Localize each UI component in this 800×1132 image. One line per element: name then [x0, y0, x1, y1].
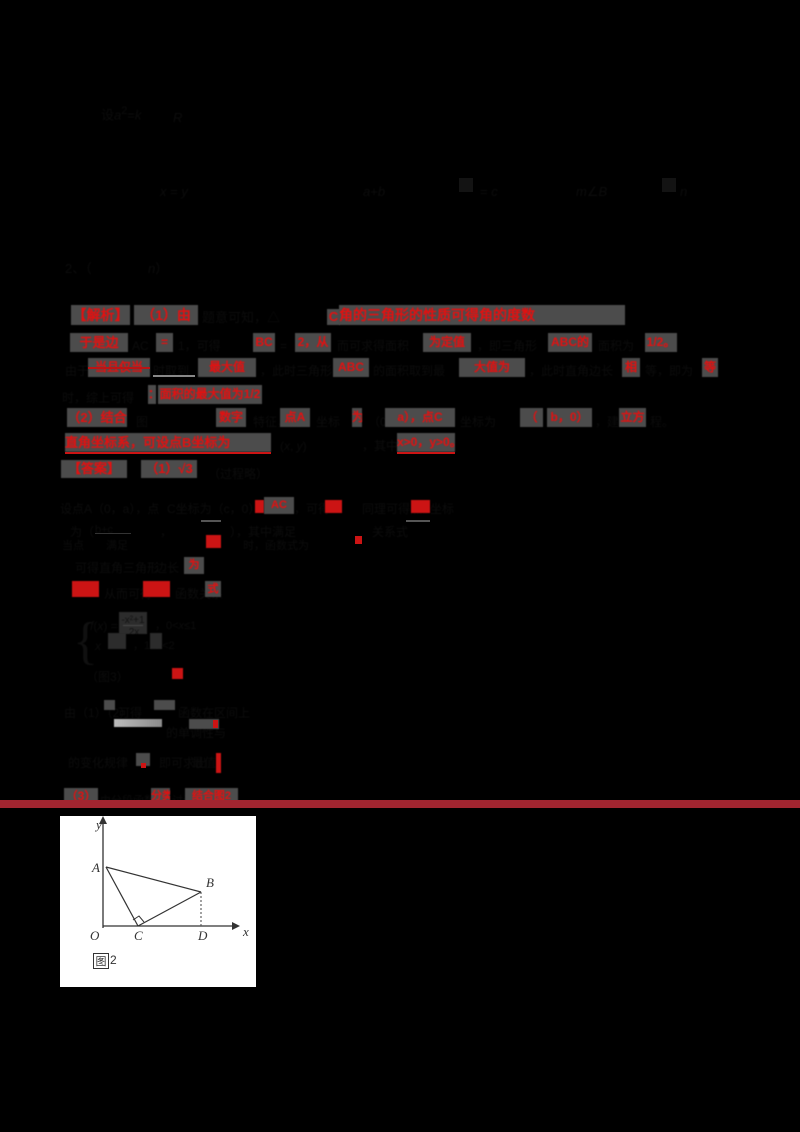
svg-text:C: C [134, 928, 143, 943]
svg-text:A: A [91, 860, 100, 875]
svg-text:y: y [94, 817, 102, 832]
svg-text:B: B [206, 875, 214, 890]
svg-text:D: D [197, 928, 208, 943]
svg-text:O: O [90, 928, 100, 943]
svg-text:x: x [242, 924, 249, 939]
